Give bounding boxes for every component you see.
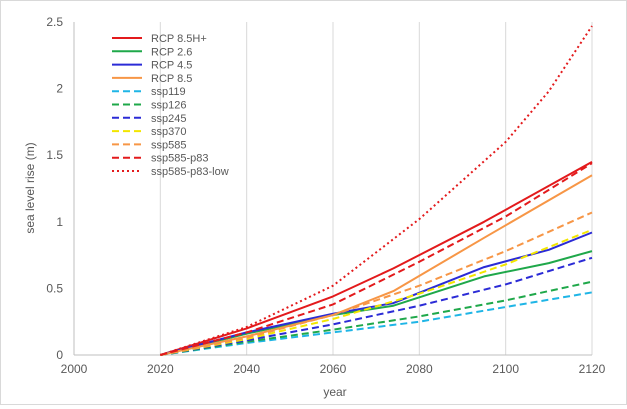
axes: 2000 2020 2040 2060 2080 2100 2120 0 0.5 1 1.5 2 2.5 (46, 15, 605, 376)
legend-entry-label: RCP 2.6 (151, 46, 192, 58)
legend-entry-label: ssp585-p83 (151, 153, 209, 165)
series-line-ssp126 (160, 280, 593, 356)
y-tick-label: 1.5 (46, 148, 63, 162)
y-axis-label: sea level rise (m) (23, 142, 37, 233)
series-line-ssp585-p83-low (159, 25, 593, 356)
legend-entry-label: ssp585-p83-low (151, 166, 229, 178)
series-line-ssp370 (160, 228, 593, 356)
y-tick-label: 2 (56, 82, 63, 96)
x-tick-label: 2100 (492, 362, 519, 376)
series-line-rcp-2-6 (160, 250, 593, 356)
series-line-rcp-8-5 (160, 174, 593, 356)
x-tick-label: 2020 (147, 362, 174, 376)
y-tick-label: 2.5 (46, 15, 63, 29)
x-tick-label: 2060 (320, 362, 347, 376)
legend-entry-label: RCP 8.5H+ (151, 33, 207, 45)
x-tick-label: 2120 (579, 362, 606, 376)
legend-entry-label: ssp245 (151, 113, 186, 125)
x-tick-label: 2080 (406, 362, 433, 376)
y-tick-label: 0.5 (46, 281, 63, 295)
legend-entry-label: RCP 4.5 (151, 60, 192, 72)
y-tick-label: 0 (56, 348, 63, 362)
legend-entry-label: ssp585 (151, 139, 186, 151)
legend-entry-label: ssp119 (151, 86, 186, 98)
series-line-rcp-8-5h- (160, 161, 593, 356)
legend-entry-label: ssp370 (151, 126, 186, 138)
plot-series (159, 25, 593, 356)
series-line-ssp585 (160, 211, 593, 356)
series-line-ssp245 (160, 256, 593, 356)
series-line-ssp585-p83 (160, 162, 593, 356)
series-line-rcp-4-5 (160, 231, 593, 356)
x-tick-label: 2040 (233, 362, 260, 376)
y-tick-label: 1 (56, 215, 63, 229)
grid-lines (159, 22, 593, 355)
legend-entry-label: RCP 8.5 (151, 73, 192, 85)
x-axis-label: year (323, 385, 346, 399)
legend-entry-label: ssp126 (151, 100, 186, 112)
series-line-ssp119 (160, 291, 593, 356)
x-tick-label: 2000 (61, 362, 88, 376)
